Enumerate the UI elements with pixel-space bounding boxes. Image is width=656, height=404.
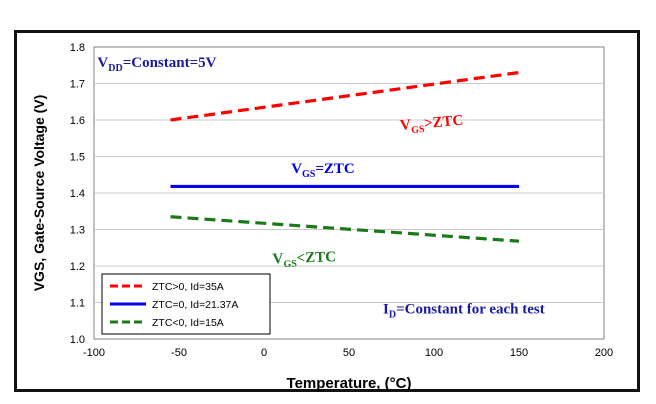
y-tick-label: 1.4 xyxy=(70,188,85,200)
y-tick-label: 1.8 xyxy=(70,42,85,54)
y-tick-label: 1.2 xyxy=(70,261,85,273)
annotation-background xyxy=(373,295,555,327)
annotation-background xyxy=(388,105,475,144)
annotation-gt: VGS>ZTC xyxy=(399,113,464,137)
annotation-background xyxy=(261,242,347,277)
x-axis-label: Temperature, (°C) xyxy=(287,375,412,392)
annotation-id: ID=Constant for each test xyxy=(383,301,545,320)
x-tick-label: -50 xyxy=(171,347,187,359)
annotation-background xyxy=(87,49,227,81)
annotation-vdd: VDD=Constant=5V xyxy=(97,55,216,74)
x-tick-label: 50 xyxy=(343,347,355,359)
y-tick-label: 1.3 xyxy=(70,225,85,237)
y-tick-label: 1.0 xyxy=(70,334,85,346)
legend-label-1: ZTC>0, Id=35A xyxy=(152,281,224,293)
x-tick-label: 0 xyxy=(261,347,267,359)
legend-label-2: ZTC=0, Id=21.37A xyxy=(152,299,238,311)
x-tick-label: 200 xyxy=(595,347,613,359)
y-tick-label: 1.7 xyxy=(70,79,85,91)
x-tick-label: 150 xyxy=(510,347,528,359)
series-line-3 xyxy=(170,215,520,243)
annotation-lt: VGS<ZTC xyxy=(272,249,336,270)
annotation-eq: VGS=ZTC xyxy=(291,161,355,180)
y-axis-label: VGS, Gate-Source Voltage (V) xyxy=(31,95,47,292)
annotation-background xyxy=(281,154,365,186)
legend-label-3: ZTC<0, Id=15A xyxy=(152,317,224,329)
series-line-1 xyxy=(170,70,520,122)
x-tick-label: -100 xyxy=(83,347,105,359)
y-tick-label: 1.1 xyxy=(70,298,85,310)
y-tick-label: 1.6 xyxy=(70,115,85,127)
x-tick-label: 100 xyxy=(425,347,443,359)
y-tick-label: 1.5 xyxy=(70,152,85,164)
